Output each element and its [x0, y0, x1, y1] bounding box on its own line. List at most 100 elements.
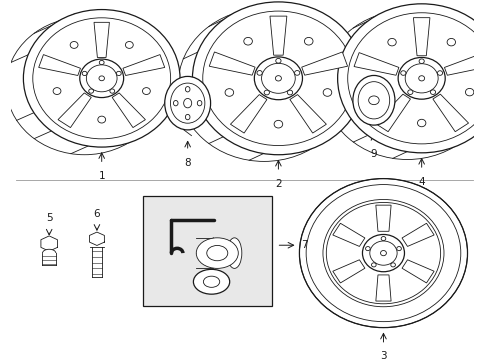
- Ellipse shape: [125, 41, 133, 48]
- Ellipse shape: [261, 63, 295, 93]
- Ellipse shape: [369, 89, 377, 96]
- Ellipse shape: [226, 238, 242, 269]
- Ellipse shape: [275, 58, 281, 63]
- Ellipse shape: [407, 90, 412, 94]
- Ellipse shape: [192, 2, 364, 155]
- Polygon shape: [122, 55, 164, 76]
- Ellipse shape: [323, 89, 331, 96]
- Ellipse shape: [371, 263, 375, 267]
- Polygon shape: [444, 53, 488, 75]
- Text: 1: 1: [98, 171, 105, 181]
- Ellipse shape: [365, 247, 369, 251]
- Ellipse shape: [274, 120, 282, 128]
- Ellipse shape: [405, 64, 437, 93]
- Polygon shape: [332, 260, 364, 283]
- Ellipse shape: [173, 100, 178, 106]
- Ellipse shape: [196, 238, 238, 269]
- Text: 5: 5: [46, 213, 52, 224]
- Bar: [473, 0, 483, 177]
- Ellipse shape: [368, 96, 378, 105]
- Ellipse shape: [183, 99, 191, 108]
- Text: 9: 9: [370, 149, 376, 159]
- Text: 7: 7: [301, 240, 307, 250]
- Ellipse shape: [400, 71, 405, 75]
- Ellipse shape: [275, 76, 281, 81]
- Ellipse shape: [82, 71, 87, 76]
- Ellipse shape: [257, 71, 262, 75]
- Ellipse shape: [98, 116, 105, 123]
- Ellipse shape: [142, 87, 150, 95]
- Ellipse shape: [387, 39, 395, 46]
- Ellipse shape: [80, 59, 123, 98]
- Polygon shape: [39, 55, 81, 76]
- Polygon shape: [41, 236, 57, 251]
- Ellipse shape: [322, 199, 443, 307]
- Polygon shape: [401, 223, 433, 247]
- Ellipse shape: [397, 58, 444, 99]
- Ellipse shape: [418, 76, 424, 81]
- Ellipse shape: [254, 57, 302, 100]
- Ellipse shape: [380, 251, 386, 256]
- Polygon shape: [432, 94, 468, 132]
- Text: 4: 4: [418, 177, 424, 187]
- Ellipse shape: [185, 114, 189, 120]
- Text: 2: 2: [275, 179, 281, 189]
- Ellipse shape: [437, 71, 442, 75]
- Ellipse shape: [390, 263, 395, 267]
- Polygon shape: [375, 205, 390, 231]
- Ellipse shape: [429, 90, 435, 94]
- Polygon shape: [374, 94, 409, 132]
- Polygon shape: [94, 22, 109, 58]
- Ellipse shape: [264, 90, 269, 95]
- Ellipse shape: [244, 37, 252, 45]
- Ellipse shape: [164, 76, 210, 130]
- Polygon shape: [301, 52, 347, 75]
- Polygon shape: [412, 18, 429, 56]
- Ellipse shape: [325, 202, 440, 304]
- Ellipse shape: [193, 269, 229, 294]
- Ellipse shape: [396, 247, 401, 251]
- Ellipse shape: [287, 90, 292, 95]
- Polygon shape: [353, 53, 398, 75]
- Ellipse shape: [86, 65, 117, 92]
- Ellipse shape: [380, 237, 385, 240]
- Polygon shape: [58, 93, 91, 127]
- Bar: [142, 196, 271, 306]
- Polygon shape: [289, 95, 325, 133]
- Ellipse shape: [33, 18, 170, 139]
- Ellipse shape: [23, 10, 180, 147]
- Polygon shape: [332, 223, 364, 247]
- Ellipse shape: [224, 89, 233, 96]
- Polygon shape: [375, 275, 390, 301]
- Polygon shape: [112, 93, 145, 127]
- Ellipse shape: [305, 185, 460, 321]
- Text: 8: 8: [184, 158, 191, 168]
- Ellipse shape: [116, 71, 121, 76]
- Polygon shape: [209, 52, 255, 75]
- Polygon shape: [230, 95, 266, 133]
- Ellipse shape: [347, 13, 488, 144]
- Ellipse shape: [42, 249, 56, 257]
- Text: 6: 6: [93, 209, 100, 219]
- Ellipse shape: [99, 76, 104, 81]
- Ellipse shape: [417, 119, 425, 127]
- Ellipse shape: [203, 276, 219, 287]
- Ellipse shape: [304, 37, 312, 45]
- Polygon shape: [269, 16, 286, 55]
- Ellipse shape: [70, 41, 78, 48]
- Ellipse shape: [299, 179, 467, 328]
- Ellipse shape: [446, 39, 455, 46]
- Ellipse shape: [418, 59, 424, 63]
- Polygon shape: [401, 260, 433, 283]
- Ellipse shape: [337, 4, 488, 153]
- Ellipse shape: [465, 89, 473, 96]
- Text: 3: 3: [379, 351, 386, 360]
- Ellipse shape: [185, 86, 189, 92]
- Ellipse shape: [369, 241, 396, 265]
- Ellipse shape: [88, 89, 93, 93]
- Ellipse shape: [53, 87, 61, 95]
- Ellipse shape: [352, 76, 394, 125]
- Polygon shape: [89, 232, 104, 246]
- Bar: [42, 253, 56, 265]
- Ellipse shape: [110, 89, 115, 93]
